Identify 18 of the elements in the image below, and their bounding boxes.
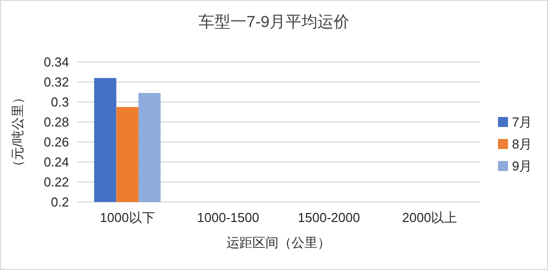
x-tick-label: 1000-1500 (197, 210, 260, 225)
y-tick-label: 0.2 (50, 194, 69, 210)
x-tick-label: 2000以上 (402, 210, 458, 225)
legend-label: 9月 (512, 158, 532, 174)
y-tick-label: 0.26 (44, 134, 69, 150)
y-tick-label: 0.32 (44, 74, 69, 90)
y-tick-label: 0.3 (50, 94, 69, 110)
x-tick-label: 1000以下 (100, 210, 155, 225)
x-tick-label: 1500-2000 (298, 210, 360, 225)
y-tick-label: 0.24 (44, 154, 69, 170)
legend-label: 7月 (512, 114, 532, 130)
x-axis-title: 运距区间（公里） (226, 235, 330, 250)
chart-title: 车型一7-9月平均运价 (198, 13, 350, 31)
legend-label: 8月 (512, 136, 532, 152)
y-axis-title: （元/吨公里） (10, 91, 25, 173)
y-tick-label: 0.34 (44, 54, 69, 70)
y-tick-label: 0.22 (44, 174, 69, 190)
y-tick-label: 0.28 (44, 114, 69, 130)
